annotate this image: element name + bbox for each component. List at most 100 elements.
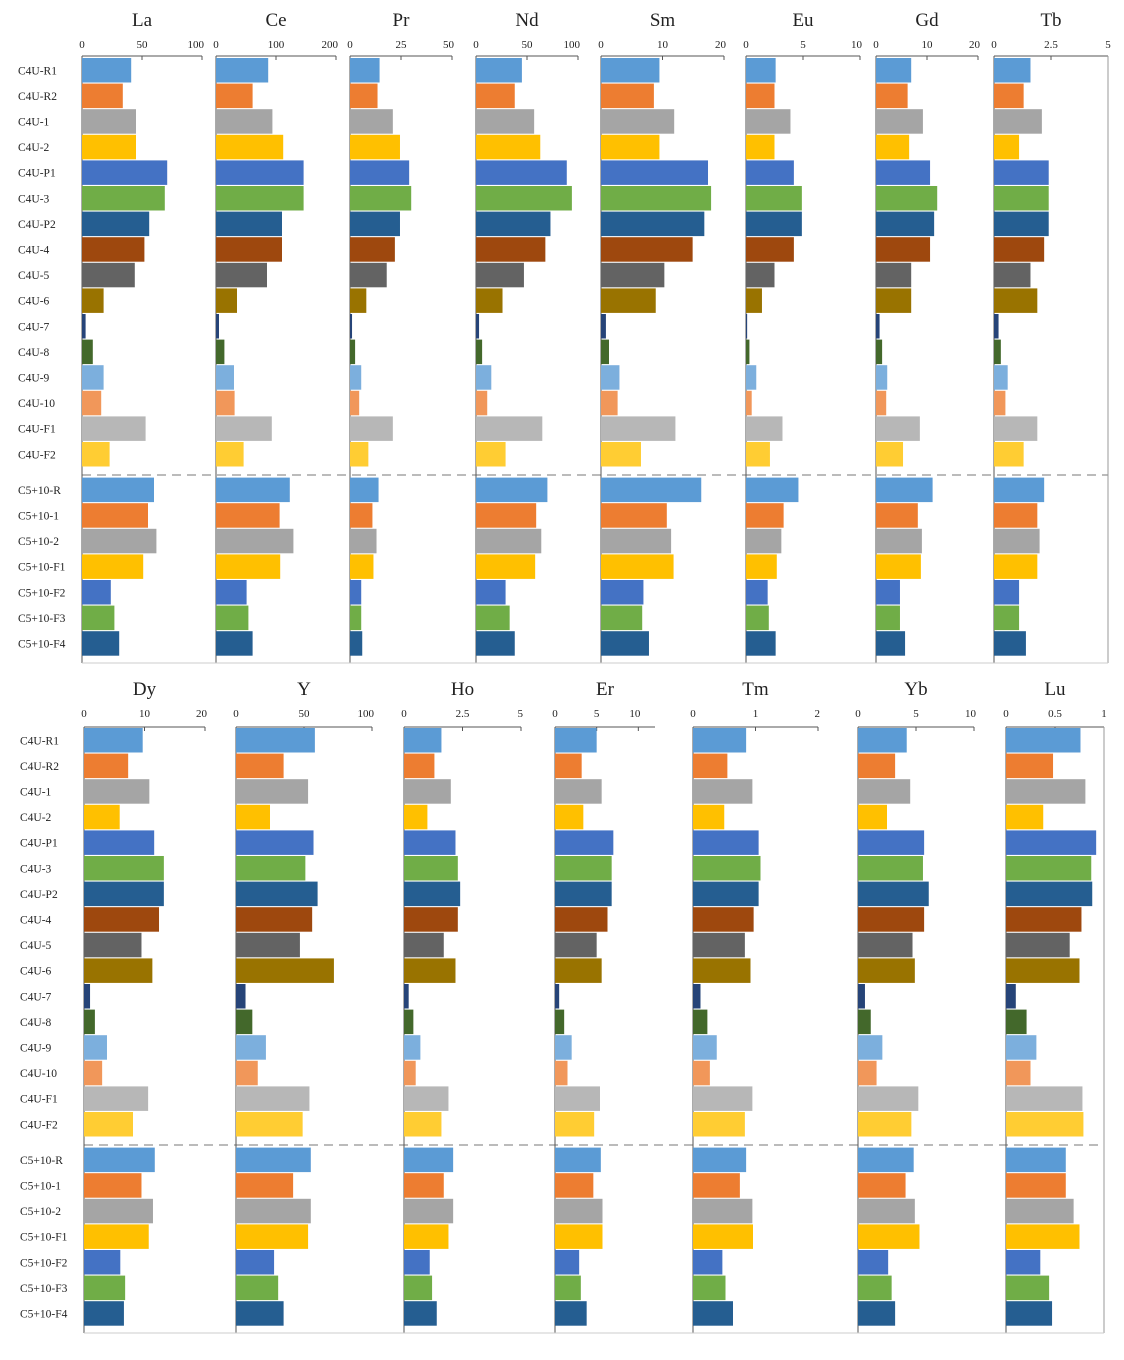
bar-tb-c4u-p1 (994, 160, 1049, 185)
bar-er-c4u-f2 (555, 1112, 595, 1137)
bar-dy-c4u-6 (84, 958, 153, 983)
bar-gd-c4u-f2 (876, 442, 904, 467)
x-tick-label-eu: 0 (743, 39, 749, 51)
bar-ce-c4u-p1 (216, 160, 304, 185)
category-label-row2-c4u-2: C4U-2 (20, 812, 52, 824)
bar-dy-c5-10-f4 (84, 1301, 124, 1326)
category-label-row2-c5-10-f2: C5+10-F2 (20, 1257, 68, 1269)
bar-dy-c4u-10 (84, 1060, 103, 1086)
x-tick-label-yb: 10 (965, 708, 977, 720)
bar-dy-c4u-p1 (84, 830, 155, 855)
x-tick-label-la: 0 (79, 39, 85, 51)
bar-lu-c5-10-r (1006, 1147, 1066, 1173)
bar-pr-c5-10-f4 (350, 631, 363, 656)
bar-tm-c4u-1 (693, 779, 753, 804)
bar-tb-c4u-3 (994, 186, 1049, 211)
bar-la-c4u-2 (82, 134, 136, 160)
bar-nd-c5-10-1 (476, 503, 537, 528)
bar-er-c4u-5 (555, 932, 597, 958)
bar-yb-c5-10-f1 (858, 1224, 920, 1249)
bar-yb-c4u-7 (858, 984, 865, 1009)
bar-tm-c5-10-2 (693, 1198, 753, 1224)
panel-title-lu: Lu (1044, 679, 1066, 700)
bar-sm-c5-10-f1 (601, 554, 674, 579)
bar-nd-c4u-10 (476, 390, 488, 416)
category-label-row2-c4u-r2: C4U-R2 (20, 761, 59, 773)
category-label-row2-c4u-p1: C4U-P1 (20, 838, 58, 850)
bar-ho-c5-10-1 (404, 1173, 444, 1198)
bar-gd-c4u-p1 (876, 160, 931, 185)
bar-ce-c5-10-f4 (216, 631, 253, 656)
bar-yb-c5-10-2 (858, 1198, 915, 1224)
x-tick-label-nd: 0 (473, 39, 479, 51)
bar-gd-c5-10-2 (876, 528, 922, 554)
bar-la-c5-10-f3 (82, 605, 115, 631)
category-label-row2-c5-10-f3: C5+10-F3 (20, 1283, 68, 1295)
bar-er-c5-10-1 (555, 1173, 594, 1198)
x-tick-label-eu: 10 (851, 39, 863, 51)
bar-gd-c4u-2 (876, 134, 910, 160)
bar-lu-c4u-p2 (1006, 881, 1093, 907)
bar-dy-c4u-r1 (84, 728, 143, 753)
bar-pr-c4u-p1 (350, 160, 410, 185)
bar-gd-c4u-7 (876, 314, 880, 339)
x-tick-label-tb: 2.5 (1044, 39, 1058, 51)
bar-y-c4u-r1 (236, 728, 315, 753)
x-tick-label-dy: 20 (196, 708, 208, 720)
bar-dy-c4u-f1 (84, 1086, 149, 1111)
category-label-row1-c5-10-f4: C5+10-F4 (18, 638, 66, 650)
category-label-row1-c4u-p1: C4U-P1 (18, 168, 56, 180)
bar-ho-c4u-3 (404, 856, 458, 881)
bar-la-c4u-6 (82, 288, 104, 313)
category-label-row2-c4u-6: C4U-6 (20, 966, 52, 978)
bar-yb-c4u-5 (858, 932, 913, 958)
bar-tm-c5-10-r (693, 1147, 747, 1173)
bar-pr-c4u-9 (350, 365, 362, 390)
bar-ce-c4u-3 (216, 186, 304, 211)
bar-nd-c4u-8 (476, 339, 483, 365)
bar-er-c4u-6 (555, 958, 602, 983)
bar-gd-c4u-6 (876, 288, 912, 313)
bar-pr-c5-10-r (350, 477, 379, 503)
x-tick-label-tm: 0 (690, 708, 696, 720)
x-tick-label-sm: 0 (598, 39, 604, 51)
category-label-row1-c5-10-1: C5+10-1 (18, 510, 59, 522)
bar-la-c5-10-f1 (82, 554, 144, 579)
bar-tb-c5-10-f3 (994, 605, 1020, 631)
category-label-row2-c4u-9: C4U-9 (20, 1042, 52, 1054)
x-tick-label-y: 0 (233, 708, 239, 720)
bar-tm-c5-10-f3 (693, 1275, 726, 1301)
bar-eu-c4u-1 (746, 109, 791, 134)
bar-ce-c5-10-1 (216, 503, 280, 528)
bar-yb-c4u-1 (858, 779, 911, 804)
bar-er-c4u-r1 (555, 728, 597, 753)
bar-yb-c4u-4 (858, 907, 925, 932)
bar-eu-c5-10-f4 (746, 631, 776, 656)
bar-y-c4u-9 (236, 1035, 266, 1060)
bar-dy-c4u-9 (84, 1035, 107, 1060)
bar-pr-c4u-7 (350, 314, 353, 339)
bar-eu-c5-10-f2 (746, 580, 768, 605)
bar-ho-c5-10-f4 (404, 1301, 437, 1326)
bar-ce-c4u-f2 (216, 442, 244, 467)
bar-yb-c4u-p1 (858, 830, 925, 855)
x-tick-label-ho: 5 (518, 708, 524, 720)
bar-sm-c4u-9 (601, 365, 620, 390)
bar-gd-c4u-r1 (876, 58, 912, 83)
bar-gd-c4u-1 (876, 109, 923, 134)
x-tick-label-y: 50 (299, 708, 311, 720)
bar-er-c5-10-f3 (555, 1275, 581, 1301)
bar-pr-c5-10-f2 (350, 580, 362, 605)
bar-eu-c4u-8 (746, 339, 750, 365)
bar-la-c4u-p2 (82, 211, 150, 237)
bar-ho-c4u-1 (404, 779, 451, 804)
bar-pr-c4u-1 (350, 109, 393, 134)
category-label-row2-c4u-p2: C4U-P2 (20, 889, 58, 901)
bar-la-c5-10-2 (82, 528, 157, 554)
bar-ho-c4u-6 (404, 958, 456, 983)
bar-tb-c5-10-2 (994, 528, 1040, 554)
category-label-row1-c5-10-f3: C5+10-F3 (18, 613, 66, 625)
bar-la-c4u-r1 (82, 58, 132, 83)
bar-y-c4u-6 (236, 958, 334, 983)
x-tick-label-ce: 0 (213, 39, 219, 51)
